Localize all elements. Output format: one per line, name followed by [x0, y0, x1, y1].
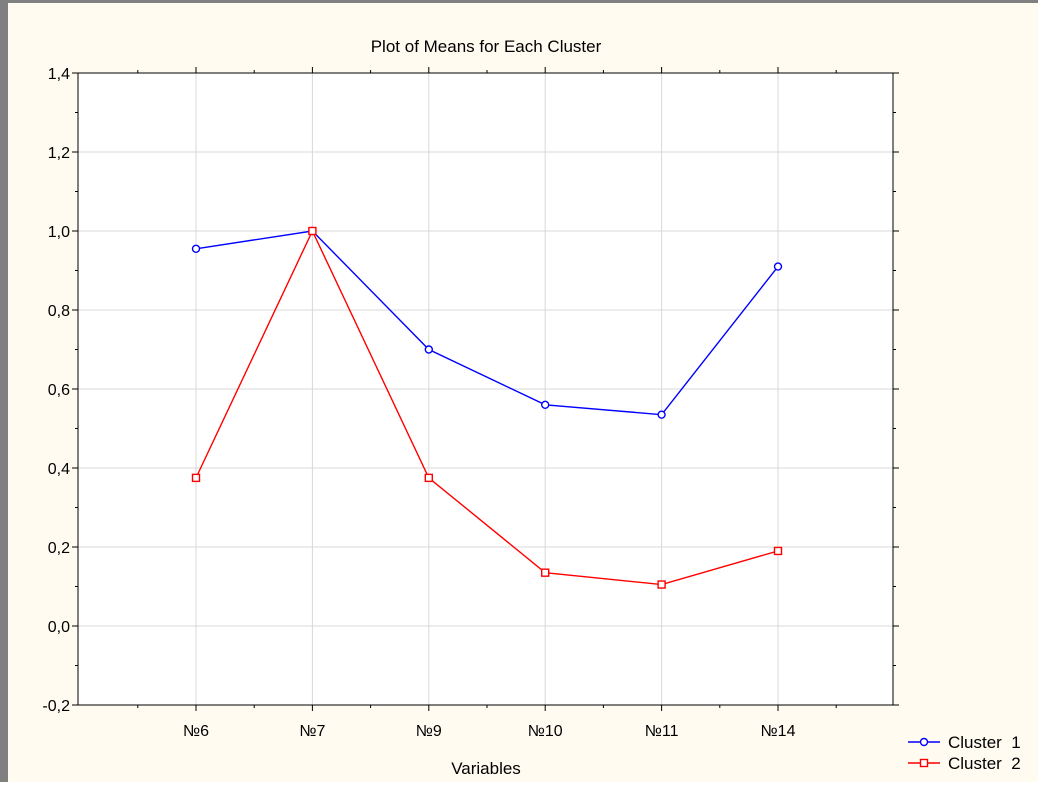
y-tick-label: 0,4: [48, 461, 70, 478]
data-point: [541, 400, 550, 409]
legend-label: Cluster 1: [948, 733, 1021, 752]
series-line: [195, 230, 779, 416]
legend-label: Cluster 2: [948, 754, 1021, 773]
y-tick-label: 0,0: [48, 619, 70, 636]
data-point: [424, 345, 433, 354]
data-point: [773, 262, 783, 271]
legend: Cluster 1 Cluster 2: [908, 733, 1021, 773]
axis-ticks: [72, 67, 899, 711]
data-point: [191, 244, 201, 253]
data-point: [773, 546, 783, 556]
data-point: [191, 473, 201, 483]
legend-item: Cluster 1: [908, 733, 1021, 752]
data-point: [308, 226, 317, 236]
data-point: [424, 473, 433, 483]
y-tick-label: 0,2: [48, 540, 70, 557]
x-axis-tick-labels: №6 №7 №9 №10 №11 №14: [183, 723, 796, 740]
x-tick-label: №11: [645, 723, 679, 740]
series-line: [195, 229, 779, 586]
data-point: [541, 568, 550, 577]
y-axis-tick-labels: -0,2 0,0 0,2 0,4 0,6 0,8 1,0 1,2 1,4: [42, 66, 70, 715]
y-tick-label: 0,8: [48, 303, 70, 320]
series: [191, 226, 783, 589]
x-tick-label: №7: [299, 723, 325, 740]
y-tick-label: 1,4: [48, 66, 70, 83]
x-axis-title: Variables: [451, 759, 521, 778]
y-tick-label: 1,2: [48, 145, 70, 162]
legend-marker: [919, 758, 929, 768]
x-tick-label: №10: [528, 723, 563, 740]
series-2: [191, 226, 783, 589]
data-point: [657, 410, 666, 419]
chart-title: Plot of Means for Each Cluster: [371, 37, 602, 56]
grid: [78, 73, 893, 705]
x-tick-label: №9: [416, 723, 442, 740]
chart: -0,2 0,0 0,2 0,4 0,6 0,8 1,0 1,2 1,4 №6 №7 №9 №10 №1…: [42, 37, 1021, 778]
x-tick-label: №6: [183, 723, 209, 740]
legend-item: Cluster 2: [908, 754, 1021, 773]
legend-marker: [919, 737, 929, 747]
y-tick-label: 1,0: [48, 224, 70, 241]
y-tick-label: 0,6: [48, 382, 70, 399]
data-point: [657, 580, 666, 589]
y-tick-label: -0,2: [42, 698, 70, 715]
x-tick-label: №14: [761, 723, 796, 740]
